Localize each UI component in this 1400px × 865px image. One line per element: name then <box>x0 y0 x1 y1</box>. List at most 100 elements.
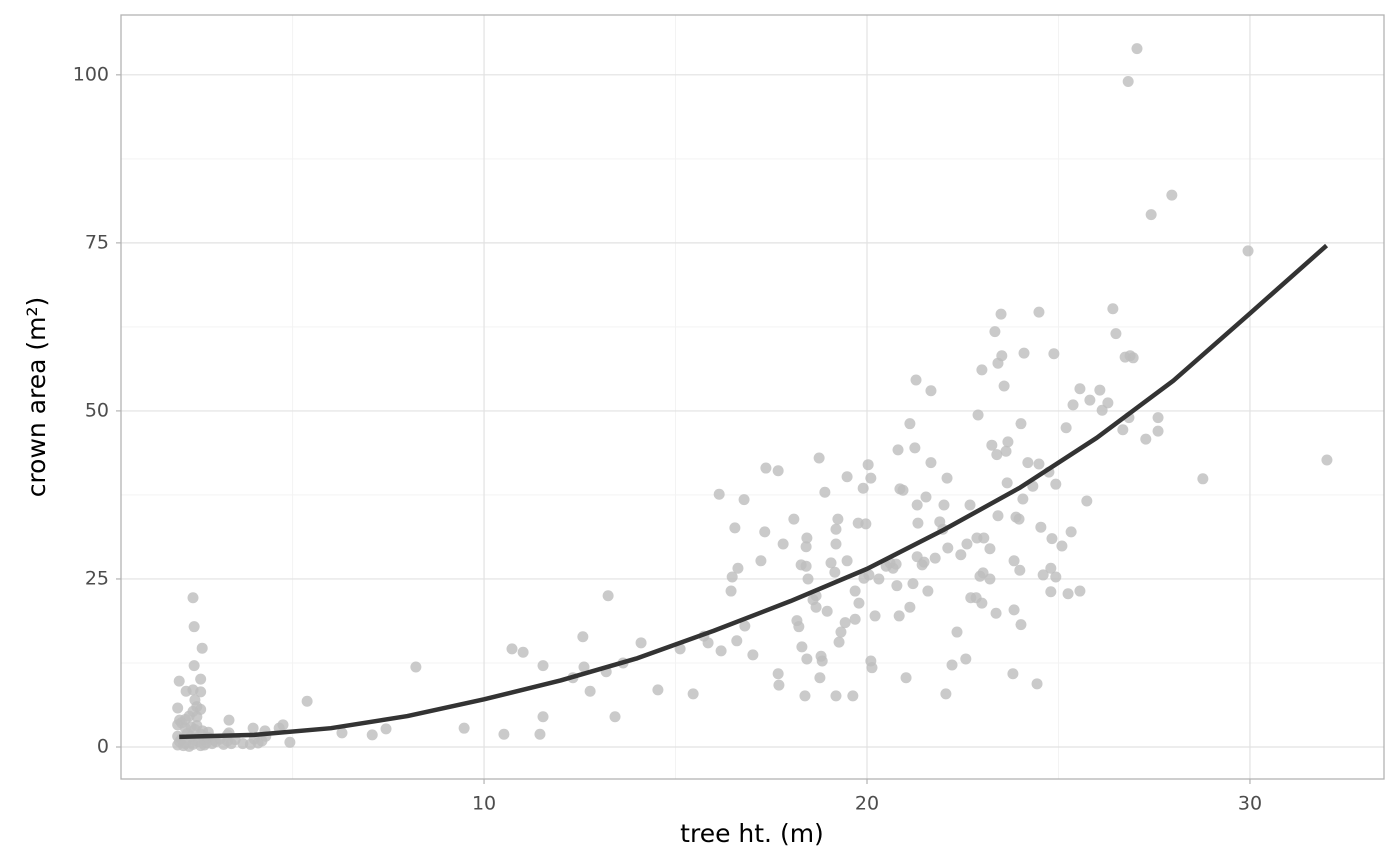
point <box>942 542 954 554</box>
point <box>1166 189 1178 201</box>
point <box>976 597 988 609</box>
point <box>537 711 549 723</box>
point <box>1000 445 1012 457</box>
y-tick-label: 25 <box>85 567 109 589</box>
point <box>801 653 813 665</box>
point <box>900 672 912 684</box>
point <box>996 350 1008 362</box>
point <box>869 610 881 622</box>
point <box>1013 513 1025 525</box>
point <box>188 660 200 672</box>
point <box>732 562 744 574</box>
point <box>336 727 348 739</box>
point <box>841 471 853 483</box>
point <box>772 668 784 680</box>
x-axis-title: tree ht. (m) <box>680 819 824 848</box>
point <box>810 601 822 613</box>
point <box>755 555 767 567</box>
point <box>1074 585 1086 597</box>
point <box>1122 76 1134 88</box>
point <box>1017 493 1029 505</box>
point <box>984 543 996 555</box>
point <box>1117 424 1129 436</box>
point <box>918 556 930 568</box>
point <box>687 688 699 700</box>
point <box>188 621 200 633</box>
point <box>920 491 932 503</box>
point <box>1110 328 1122 340</box>
point <box>925 457 937 469</box>
point <box>284 736 296 748</box>
point <box>955 549 967 561</box>
point <box>816 655 828 667</box>
point <box>534 728 546 740</box>
point <box>929 552 941 564</box>
point <box>1050 571 1062 583</box>
point <box>910 374 922 386</box>
point <box>839 617 851 629</box>
point <box>1084 394 1096 406</box>
point <box>1008 555 1020 567</box>
point <box>998 380 1010 392</box>
point <box>1102 397 1114 409</box>
point <box>506 643 518 655</box>
point <box>1074 383 1086 395</box>
point <box>773 679 785 691</box>
point <box>863 569 875 581</box>
point <box>989 326 1001 338</box>
point <box>1050 478 1062 490</box>
point <box>635 637 647 649</box>
point <box>1096 404 1108 416</box>
point <box>995 308 1007 320</box>
point <box>813 452 825 464</box>
point <box>978 532 990 544</box>
point <box>865 472 877 484</box>
point <box>189 694 201 706</box>
point <box>800 541 812 553</box>
point <box>1022 457 1034 469</box>
point <box>972 409 984 421</box>
point <box>800 560 812 572</box>
point <box>847 690 859 702</box>
point <box>652 684 664 696</box>
point <box>1127 352 1139 364</box>
point <box>951 626 963 638</box>
point <box>841 555 853 567</box>
point <box>772 465 784 477</box>
point <box>1131 43 1143 55</box>
point <box>726 571 738 583</box>
point <box>1060 422 1072 434</box>
point <box>946 659 958 671</box>
point <box>777 538 789 550</box>
point <box>866 662 878 674</box>
point <box>849 613 861 625</box>
point <box>1062 588 1074 600</box>
point <box>853 597 865 609</box>
point <box>725 585 737 597</box>
point <box>849 585 861 597</box>
point <box>760 462 772 474</box>
point <box>1145 209 1157 221</box>
point <box>904 601 916 613</box>
point <box>1001 477 1013 489</box>
point <box>1321 454 1333 466</box>
point <box>788 513 800 525</box>
point <box>713 488 725 500</box>
point <box>832 513 844 525</box>
point <box>498 728 510 740</box>
point <box>739 620 751 632</box>
point <box>814 672 826 684</box>
point <box>793 621 805 633</box>
panel-border <box>120 14 1385 780</box>
x-tick-label: 10 <box>472 793 496 815</box>
point <box>860 518 872 530</box>
point <box>984 573 996 585</box>
point <box>830 538 842 550</box>
point <box>172 702 184 714</box>
point <box>577 631 589 643</box>
point <box>857 482 869 494</box>
point <box>1048 348 1060 360</box>
point <box>912 517 924 529</box>
point <box>1045 586 1057 598</box>
